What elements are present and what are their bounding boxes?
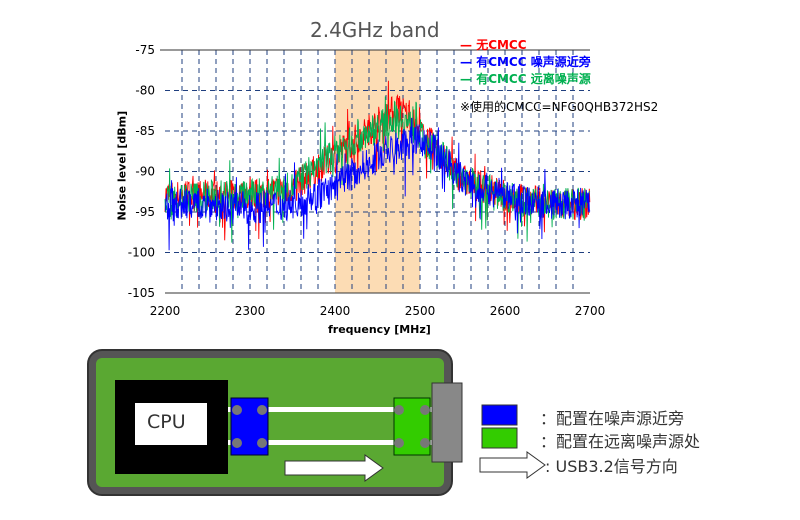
x-axis-label: frequency [MHz] <box>328 323 431 336</box>
legend-label: 有CMCC 远离噪声源 <box>476 72 591 86</box>
signal-line-2 <box>228 440 432 445</box>
legend-text-direction: : USB3.2信号方向 <box>545 457 678 476</box>
y-tick-label: -85 <box>135 124 155 138</box>
legend-entry: — 有CMCC 远离噪声源 <box>460 71 591 88</box>
signal-line-1 <box>228 407 432 412</box>
y-tick-label: -105 <box>128 286 155 300</box>
x-tick-label: 2400 <box>320 304 351 318</box>
arrow-right-outline-icon <box>479 451 546 479</box>
chart-title: 2.4GHz band <box>310 18 440 42</box>
legend-line-icon: — <box>460 72 477 86</box>
cpu-label-box <box>135 403 207 445</box>
legend-swatch-blue <box>481 404 518 426</box>
y-tick-label: -100 <box>128 246 155 260</box>
y-tick-label: -80 <box>135 84 155 98</box>
legend-entry: — 有CMCC 噪声源近旁 <box>460 54 591 71</box>
signal-direction-arrow <box>284 454 384 482</box>
x-tick-label: 2500 <box>405 304 436 318</box>
legend-text-near: ：配置在噪声源近旁 <box>540 409 685 428</box>
legend-swatch-green <box>481 427 518 449</box>
chart-legend: — 无CMCC — 有CMCC 噪声源近旁 — 有CMCC 远离噪声源 <box>460 37 591 88</box>
usb-connector <box>431 382 463 463</box>
legend-line-icon: — <box>460 38 477 52</box>
x-tick-label: 2600 <box>490 304 521 318</box>
x-tick-label: 2700 <box>575 304 606 318</box>
legend-line-icon: — <box>460 55 477 69</box>
chart-note: ※使用的CMCC=NFG0QHB372HS2 <box>460 100 659 114</box>
y-tick-label: -75 <box>135 43 155 57</box>
legend-text-far: ：配置在远离噪声源处 <box>540 432 701 451</box>
y-tick-label: -95 <box>135 205 155 219</box>
series-line-2 <box>164 117 591 251</box>
cpu-label: CPU <box>147 411 186 433</box>
legend-entry: — 无CMCC <box>460 37 591 54</box>
x-tick-label: 2300 <box>235 304 266 318</box>
y-tick-label: -90 <box>135 165 155 179</box>
legend-label: 有CMCC 噪声源近旁 <box>476 55 591 69</box>
legend-label: 无CMCC <box>476 38 527 52</box>
x-tick-label: 2200 <box>150 304 181 318</box>
chip-pads <box>232 405 430 448</box>
